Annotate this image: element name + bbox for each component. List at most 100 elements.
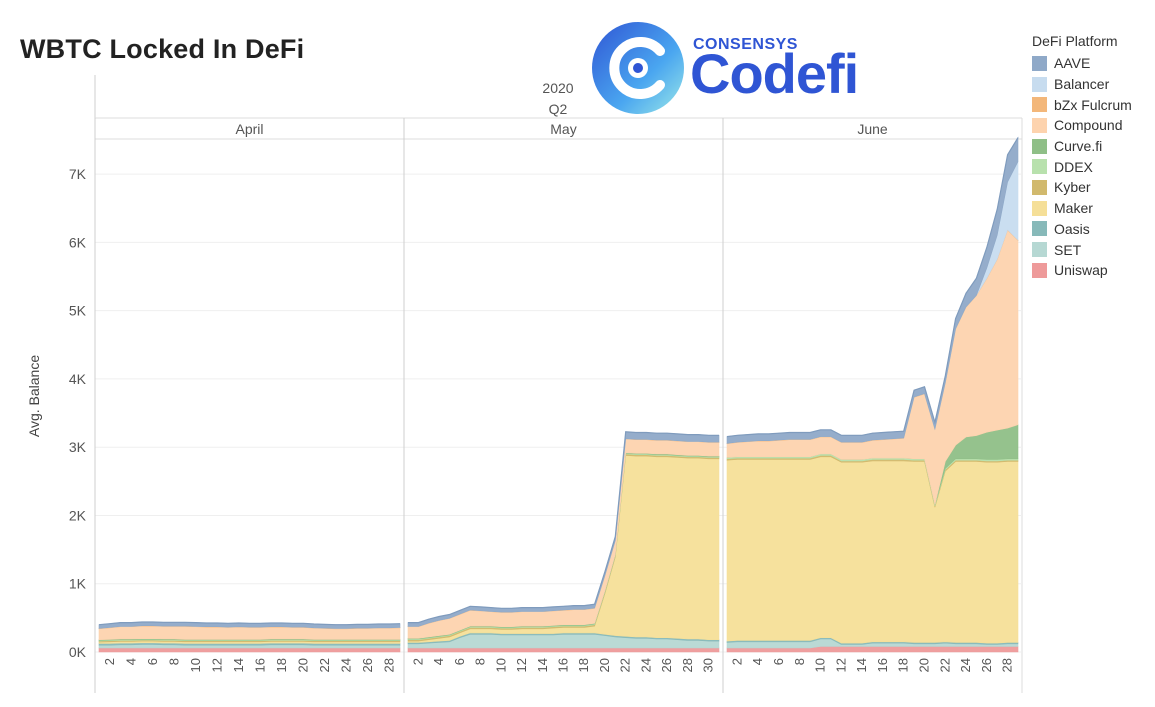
- legend-swatch: [1032, 159, 1047, 175]
- legend-swatch: [1032, 138, 1047, 154]
- y-tick-label: 2K: [69, 507, 87, 523]
- legend-swatch: [1032, 179, 1047, 195]
- x-tick-label: 2: [102, 658, 117, 665]
- x-tick-label: 22: [317, 658, 332, 672]
- panel-label: June: [857, 121, 888, 137]
- codefi-logo: [590, 18, 890, 118]
- x-tick-label: 24: [958, 658, 973, 672]
- panel-label: April: [235, 121, 263, 137]
- legend-swatch: [1032, 117, 1047, 133]
- legend-swatch: [1032, 55, 1047, 71]
- legend-label: Uniswap: [1054, 262, 1108, 279]
- legend-item[interactable]: bZx Fulcrum: [1032, 94, 1154, 115]
- legend-label: Kyber: [1054, 179, 1091, 196]
- page-title: WBTC Locked In DeFi: [20, 34, 305, 64]
- x-tick-label: 20: [597, 658, 612, 672]
- logo-wordmark: Codefi: [690, 42, 859, 105]
- legend: DeFi Platform AAVE Balancer bZx Fulcrum Com…: [1032, 33, 1154, 281]
- legend-label: Compound: [1054, 117, 1123, 134]
- x-tick-label: 20: [917, 658, 932, 672]
- x-tick-label: 26: [979, 658, 994, 672]
- legend-label: Balancer: [1054, 76, 1110, 93]
- legend-swatch: [1032, 200, 1047, 216]
- x-tick-label: 14: [231, 658, 246, 672]
- x-tick-label: 26: [659, 658, 674, 672]
- legend-item[interactable]: Kyber: [1032, 177, 1154, 198]
- legend-item[interactable]: Uniswap: [1032, 260, 1154, 281]
- x-tick-label: 16: [252, 658, 267, 672]
- x-tick-label: 12: [833, 658, 848, 672]
- x-tick-label: 24: [338, 658, 353, 672]
- area-maker: [726, 456, 1019, 644]
- quarter-label: Q2: [549, 101, 568, 117]
- x-tick-label: 22: [618, 658, 633, 672]
- x-tick-label: 22: [937, 658, 952, 672]
- x-tick-label: 12: [514, 658, 529, 672]
- legend-swatch: [1032, 262, 1047, 278]
- x-tick-label: 4: [431, 658, 446, 665]
- x-tick-label: 20: [295, 658, 310, 672]
- x-tick-label: 6: [145, 658, 160, 665]
- x-tick-label: 6: [771, 658, 786, 665]
- year-label: 2020: [542, 80, 573, 96]
- x-tick-label: 14: [854, 658, 869, 672]
- legend-item[interactable]: Balancer: [1032, 74, 1154, 95]
- legend-swatch: [1032, 76, 1047, 92]
- x-tick-label: 10: [188, 658, 203, 672]
- legend-swatch: [1032, 97, 1047, 113]
- legend-swatch: [1032, 221, 1047, 237]
- x-tick-label: 18: [274, 658, 289, 672]
- legend-swatch: [1032, 242, 1047, 258]
- y-tick-label: 1K: [69, 576, 87, 592]
- legend-label: AAVE: [1054, 55, 1091, 72]
- x-tick-label: 18: [576, 658, 591, 672]
- legend-item[interactable]: Maker: [1032, 198, 1154, 219]
- y-axis-label: Avg. Balance: [26, 355, 42, 437]
- y-tick-label: 0K: [69, 644, 87, 660]
- total-outline: [726, 137, 1019, 438]
- legend-item[interactable]: Oasis: [1032, 219, 1154, 240]
- panel-label: May: [550, 121, 576, 137]
- legend-item[interactable]: Curve.fi: [1032, 136, 1154, 157]
- x-tick-label: 14: [535, 658, 550, 672]
- x-tick-label: 10: [493, 658, 508, 672]
- x-tick-label: 2: [729, 658, 744, 665]
- x-tick-label: 24: [638, 658, 653, 672]
- x-tick-label: 6: [452, 658, 467, 665]
- legend-label: bZx Fulcrum: [1054, 96, 1132, 113]
- x-tick-label: 12: [209, 658, 224, 672]
- area-uniswap: [98, 647, 401, 653]
- x-tick-label: 4: [750, 658, 765, 665]
- area-uniswap: [407, 647, 720, 653]
- y-tick-label: 5K: [69, 303, 87, 319]
- legend-item[interactable]: SET: [1032, 239, 1154, 260]
- x-tick-label: 16: [556, 658, 571, 672]
- legend-title: DeFi Platform: [1032, 33, 1118, 49]
- x-tick-label: 28: [680, 658, 695, 672]
- legend-item[interactable]: DDEX: [1032, 156, 1154, 177]
- y-tick-label: 6K: [69, 234, 87, 250]
- x-tick-label: 8: [166, 658, 181, 665]
- y-tick-label: 4K: [69, 371, 87, 387]
- x-tick-label: 18: [896, 658, 911, 672]
- x-tick-label: 8: [473, 658, 488, 665]
- legend-item[interactable]: Compound: [1032, 115, 1154, 136]
- x-tick-label: 28: [381, 658, 396, 672]
- y-tick-label: 7K: [69, 166, 87, 182]
- total-outline: [98, 621, 401, 626]
- legend-label: Oasis: [1054, 220, 1090, 237]
- x-tick-label: 30: [701, 658, 716, 672]
- x-tick-label: 2: [410, 658, 425, 665]
- legend-item[interactable]: AAVE: [1032, 53, 1154, 74]
- x-tick-label: 8: [792, 658, 807, 665]
- x-tick-label: 4: [123, 658, 138, 665]
- y-tick-label: 3K: [69, 439, 87, 455]
- codefi-logo-icon: [592, 22, 684, 114]
- x-tick-label: 16: [875, 658, 890, 672]
- x-tick-label: 28: [1000, 658, 1015, 672]
- logo-wordmark-small: CONSENSYS: [693, 36, 798, 53]
- legend-label: SET: [1054, 241, 1082, 258]
- legend-label: Curve.fi: [1054, 138, 1103, 155]
- x-tick-label: 10: [813, 658, 828, 672]
